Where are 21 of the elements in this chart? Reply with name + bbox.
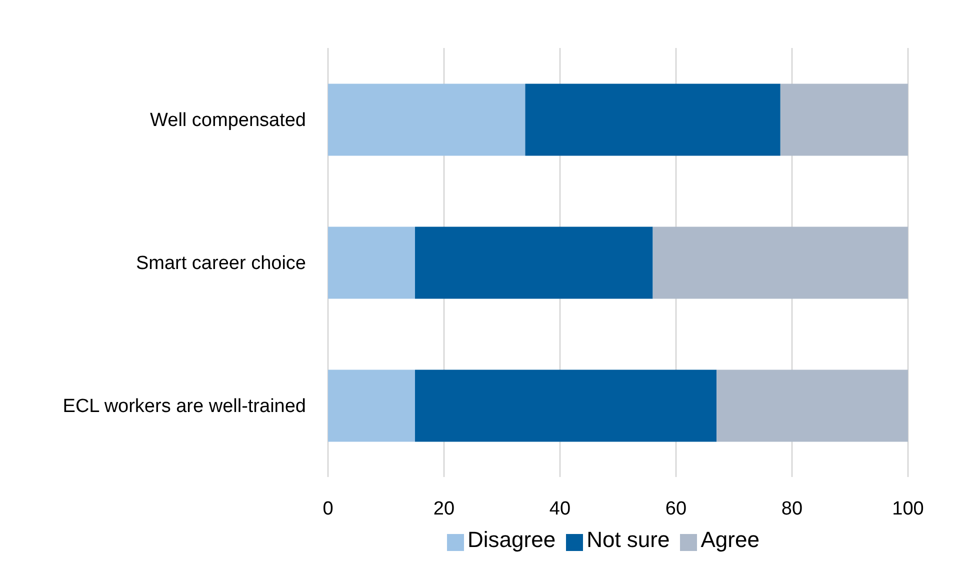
bar [328, 370, 415, 442]
bar [415, 226, 653, 299]
bar [716, 370, 908, 442]
x-tick-label: 80 [781, 498, 803, 520]
bar [525, 84, 780, 156]
x-tick-label: 20 [433, 498, 455, 520]
y-tick-label: Well compensated [150, 110, 306, 132]
x-tick-label: 100 [892, 498, 924, 520]
bar [328, 84, 526, 156]
legend-label: Not sure [586, 527, 670, 552]
legend-label: Agree [700, 527, 760, 552]
bar [328, 226, 415, 299]
y-tick-label: Smart career choice [136, 253, 306, 274]
x-tick-label: 0 [322, 498, 334, 520]
bar [415, 370, 717, 442]
y-tick-label: ECL workers are well-trained [62, 396, 306, 418]
legend-label: Disagree [468, 527, 556, 552]
bar [652, 226, 908, 299]
x-tick-label: 60 [665, 498, 687, 520]
x-tick-label: 40 [549, 498, 571, 520]
bar [780, 84, 908, 156]
